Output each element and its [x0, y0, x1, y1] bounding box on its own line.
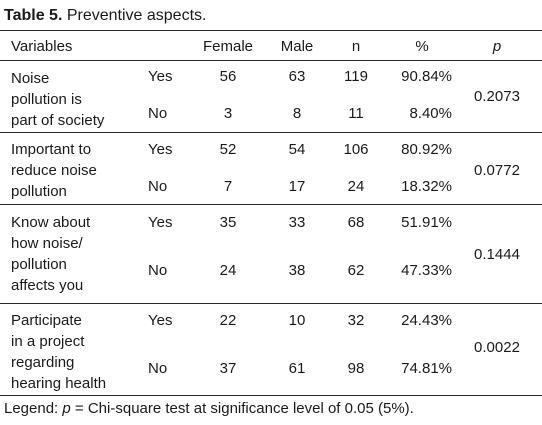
top-rule — [0, 30, 542, 31]
row-group: Know about how noise/pollution affects you… — [0, 205, 542, 304]
p-value: 0.1444 — [474, 246, 520, 263]
male-count: 61 — [288, 360, 306, 377]
female-count: 35 — [219, 214, 237, 231]
variable-label-line: regarding — [11, 354, 75, 371]
percent-value: 18.32% — [401, 178, 452, 195]
total-count: 24 — [347, 178, 365, 195]
total-count: 119 — [344, 68, 368, 85]
row-group: Noise pollution is part of society Yes 56 63 1… — [0, 60, 542, 133]
variable-label-line: Participate — [11, 312, 82, 329]
answer-label: Yes — [148, 141, 173, 158]
header-variables: Variables — [11, 38, 73, 55]
legend-p-symbol: p — [62, 400, 71, 417]
percent-value: 90.84% — [401, 68, 452, 85]
female-count: 52 — [219, 141, 237, 158]
table-title: Table 5. Preventive aspects. — [4, 6, 206, 26]
p-value: 0.0772 — [474, 162, 520, 179]
header-percent: % — [415, 38, 429, 55]
percent-value: 8.40% — [409, 105, 452, 122]
row-group: Important to reduce noise pollution Yes 52 54… — [0, 133, 542, 205]
variable-label-line: hearing health — [11, 375, 107, 392]
male-count: 38 — [288, 262, 306, 279]
variable-label-line: Know about — [11, 214, 91, 231]
variable-label-line: Noise — [11, 70, 50, 87]
answer-label: Yes — [148, 214, 173, 231]
percent-value: 24.43% — [401, 312, 452, 329]
percent-value: 74.81% — [401, 360, 452, 377]
row-rule — [0, 303, 542, 304]
total-count: 62 — [347, 262, 365, 279]
male-count: 17 — [288, 178, 306, 195]
row-rule — [0, 395, 542, 396]
variable-label-line: affects you — [11, 277, 84, 294]
answer-label: No — [148, 262, 168, 279]
answer-label: No — [148, 360, 168, 377]
female-count: 22 — [219, 312, 237, 329]
variable-label-line: how noise/ — [11, 235, 83, 252]
p-value: 0.0022 — [474, 339, 520, 356]
answer-label: No — [148, 105, 168, 122]
variable-label-line: pollution — [11, 183, 67, 200]
male-count: 10 — [288, 312, 306, 329]
percent-value: 80.92% — [401, 141, 452, 158]
row-group: Participate in a project regarding hearing … — [0, 304, 542, 396]
total-count: 11 — [348, 105, 364, 122]
variable-label-line: pollution is — [11, 91, 82, 108]
table-caption: Preventive aspects. — [66, 7, 207, 24]
female-count: 3 — [223, 105, 233, 122]
legend-prefix: Legend: — [4, 400, 59, 417]
answer-label: Yes — [148, 312, 173, 329]
legend-text: = Chi-square test at significance level … — [74, 400, 414, 417]
variable-label-line: in a project — [11, 333, 85, 350]
header-p: p — [492, 38, 502, 55]
answer-label: Yes — [148, 68, 173, 85]
header-female: Female — [202, 38, 254, 55]
variable-label-line: pollution — [11, 256, 67, 273]
answer-label: No — [148, 178, 168, 195]
female-count: 37 — [219, 360, 237, 377]
header-rule — [0, 60, 542, 61]
variable-label-line: reduce noise — [11, 162, 97, 179]
percent-value: 51.91% — [401, 214, 452, 231]
total-count: 106 — [343, 141, 369, 158]
total-count: 68 — [347, 214, 365, 231]
male-count: 33 — [288, 214, 306, 231]
header-male: Male — [280, 38, 314, 55]
variable-label-line: Important to — [11, 141, 92, 158]
male-count: 54 — [288, 141, 306, 158]
variable-label-line: part of society — [11, 112, 105, 129]
percent-value: 47.33% — [401, 262, 452, 279]
header-n: n — [351, 38, 361, 55]
row-rule — [0, 132, 542, 133]
table-number: Table 5. — [4, 7, 63, 24]
male-count: 63 — [288, 68, 306, 85]
total-count: 32 — [347, 312, 365, 329]
female-count: 7 — [223, 178, 233, 195]
table-legend: Legend: p = Chi-square test at significa… — [4, 399, 414, 419]
p-value: 0.2073 — [474, 88, 520, 105]
total-count: 98 — [347, 360, 365, 377]
row-rule — [0, 204, 542, 205]
male-count: 8 — [292, 105, 302, 122]
female-count: 56 — [219, 68, 237, 85]
female-count: 24 — [219, 262, 237, 279]
